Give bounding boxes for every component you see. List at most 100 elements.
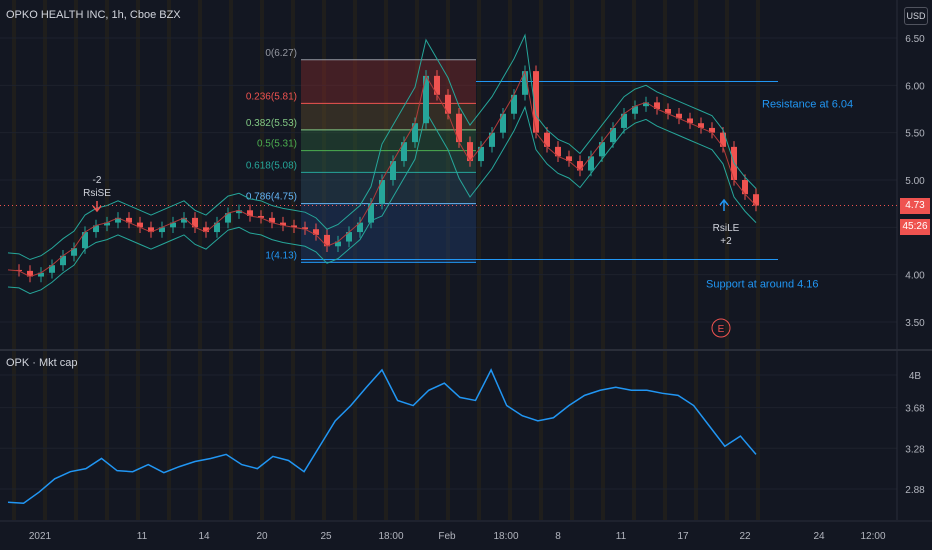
candle-body [434,75,440,95]
rsise-label: RsiSE [83,188,111,199]
candle-body [676,113,682,119]
candle-body [170,222,176,228]
price-tick-label: 6.00 [905,81,925,92]
time-tick-label: 17 [677,531,689,542]
candle-body [742,180,748,195]
price-tick-label: 5.50 [905,129,925,140]
candle-body [313,229,319,235]
fib-zone [301,150,476,173]
candle-body [104,222,110,226]
candle-body [357,222,363,233]
candle-body [379,180,385,204]
candle-body [566,156,572,162]
candle-body [71,248,77,256]
price-tick-label: 5.00 [905,176,925,187]
candle-body [38,272,44,277]
candle-body [236,210,242,214]
bar-countdown-tag: 45:26 [900,219,930,235]
time-tick-label: 22 [739,531,751,542]
candle-body [533,71,539,133]
candle-body [401,142,407,162]
candle-body [632,106,638,114]
resistance-label: Resistance at 6.04 [762,99,853,111]
candle-body [577,161,583,171]
time-tick-label: 11 [616,531,627,542]
candle-body [599,142,605,157]
candle-body [82,232,88,249]
currency-badge[interactable]: USD [904,7,928,25]
candle-body [60,255,66,266]
candle-body [643,102,649,107]
rsile-label: RsiLE [713,223,740,234]
time-tick-label: Feb [438,531,456,542]
candle-body [687,118,693,124]
time-tick-label: 8 [555,531,561,542]
session-stripe [167,0,171,520]
candle-body [93,225,99,233]
candle-body [478,146,484,162]
rsise-arrow [92,201,102,213]
candle-body [654,102,660,109]
candle-body [346,232,352,242]
price-tick-label: 4.00 [905,271,925,282]
candle-body [412,123,418,143]
candle-body [588,156,594,171]
fib-label: 0.786(4.75) [246,192,297,203]
price-tick-label: 3.50 [905,318,925,329]
candle-body [511,94,517,114]
candle-body [500,113,506,133]
session-stripe [291,0,295,520]
candle-body [467,142,473,162]
candle-body [456,113,462,143]
lower-band [7,105,757,295]
candle-body [709,127,715,133]
session-stripe [105,0,109,520]
session-stripe [43,0,47,520]
candle-body [335,241,341,247]
candle-body [324,234,330,247]
candle-body [214,222,220,233]
session-stripe [74,0,78,520]
fib-zone [301,203,476,263]
earnings-label: E [718,324,725,335]
fib-label: 0.618(5.08) [246,160,297,171]
last-price-tag: 4.73 [900,198,930,214]
candle-body [610,127,616,143]
session-stripe [260,0,264,520]
candle-body [698,123,704,128]
time-tick-label: 20 [256,531,268,542]
fib-label: 1(4.13) [265,250,297,261]
session-stripe [136,0,140,520]
basis-line [7,69,757,278]
candle-body [302,227,308,230]
time-tick-label: 14 [198,531,210,542]
candle-body [280,222,286,226]
chart-title: OPKO HEALTH INC, 1h, Cboe BZX [6,9,181,21]
earnings-marker [711,318,731,338]
cap-tick-label: 3.28 [905,444,925,455]
support-label: Support at around 4.16 [706,279,819,291]
candle-body [423,75,429,124]
candle-body [115,217,121,223]
time-tick-label: 18:00 [378,531,403,542]
candle-body [203,227,209,233]
fib-zone [301,172,476,204]
candle-body [269,217,275,223]
candle-body [390,161,396,180]
candle-body [148,227,154,233]
cap-tick-label: 4B [909,371,922,382]
fib-label: 0.236(5.81) [246,91,297,102]
time-tick-label: 25 [320,531,332,542]
rsile-count: +2 [720,236,732,247]
rsile-arrow [719,198,729,211]
upper-band [7,33,757,261]
candle-body [159,227,165,233]
candle-body [225,213,231,223]
candle-body [753,194,759,206]
candle-body [368,203,374,223]
candle-body [621,113,627,128]
session-stripe [198,0,202,520]
time-tick-label: 2021 [29,531,52,542]
subpane-title: OPK · Mkt cap [6,357,78,369]
